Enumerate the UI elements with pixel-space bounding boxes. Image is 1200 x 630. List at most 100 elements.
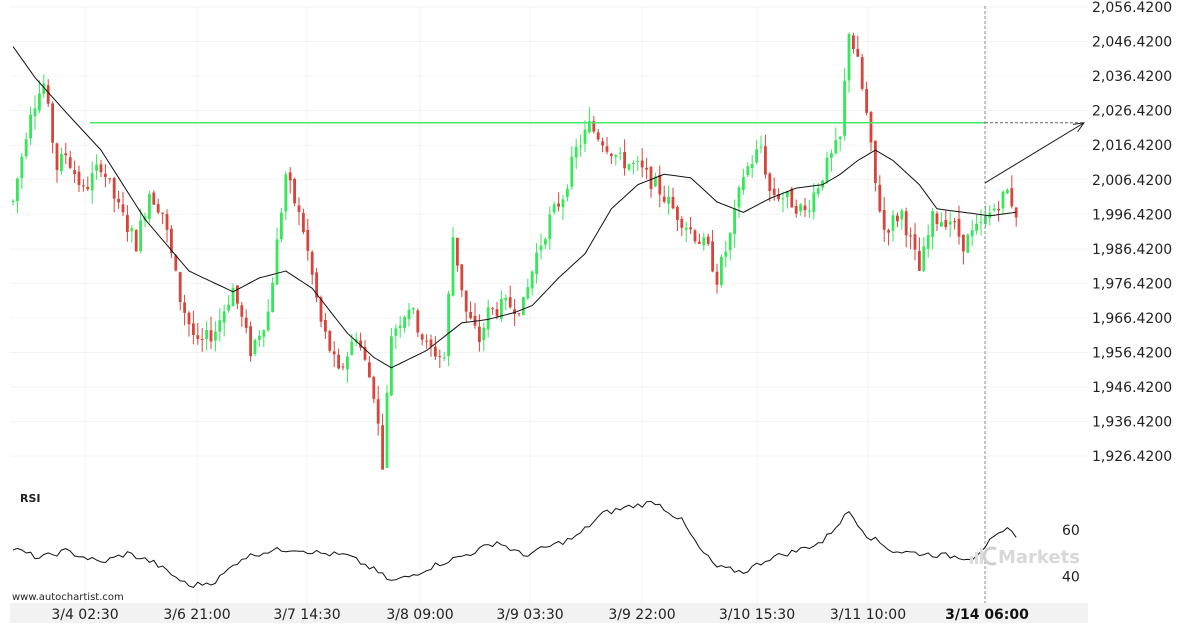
candle-body [561,199,565,208]
candle-body [887,230,890,233]
candle-body [962,234,965,252]
candle-body [451,237,455,296]
candle-body [368,362,371,378]
candle-body [469,312,472,319]
candle-body [319,297,323,322]
candle-body [482,327,486,341]
candle-body [513,309,516,314]
candle-body [266,311,270,331]
candle-body [86,186,90,190]
candle-body [16,178,19,202]
y-tick-label: 1,926.4200 [1092,449,1172,465]
x-tick-label: 3/9 22:00 [608,607,675,623]
candle-body [526,287,530,299]
candle-body [948,221,952,225]
source-watermark: www.autochartist.com [12,592,124,603]
candle-body [570,156,574,187]
x-tick-label: 3/8 09:00 [386,607,453,623]
candle-body [926,235,930,249]
main-plot-area [10,6,1088,490]
candle-body [640,160,644,168]
candle-body [772,188,776,195]
candle-body [781,198,785,200]
candle-body [1006,189,1009,194]
candle-body [24,139,28,157]
candle-body [825,157,829,182]
candle-body [464,290,468,312]
projection-arrowhead-icon [1073,122,1086,133]
candle-body [306,229,310,251]
candle-body [288,172,292,181]
candle-body [372,376,376,399]
candle-body [130,228,134,232]
candle-body [913,234,917,250]
candle-body [821,180,824,188]
candle-body [632,162,635,164]
candle-body [363,347,367,360]
candle-body [51,103,54,143]
candle-body [29,114,32,139]
candle-body [645,167,648,170]
candle-body [733,208,736,235]
candle-body [671,196,675,209]
candle-body [566,188,569,198]
candle-body [33,108,37,117]
candle-body [412,308,415,310]
candle-body [200,338,204,340]
candle-body [869,112,873,143]
candle-body [803,205,807,211]
candle-body [420,334,424,340]
candle-body [73,170,76,175]
candle-body [240,305,244,317]
candle-body [337,354,340,369]
candle-body [808,210,811,212]
candle-body [68,157,72,168]
moving-average-line [12,46,1017,369]
candle-body [148,194,151,219]
candle-body [332,351,336,355]
brand-logo-icon-bar3 [980,548,983,564]
candle-body [77,171,81,186]
candle-body [874,140,877,183]
candle-body [280,212,283,240]
candle-body [187,312,191,325]
x-tick-label: 3/10 15:30 [719,607,795,623]
candle-body [909,235,912,237]
brand-watermark: Markets [970,546,1080,568]
rsi-tick-label: 40 [1062,570,1080,586]
candle-body [649,167,653,189]
rsi-tick-labels: 60 40 [1062,523,1080,586]
candle-body [882,210,886,230]
candle-body [121,204,125,213]
brand-logo-icon [970,556,973,564]
candle-body [623,151,626,169]
candle-body [55,143,59,170]
y-tick-label: 2,006.4200 [1092,173,1172,189]
candle-body [236,285,239,304]
candle-body [218,320,222,332]
candle-body [359,340,362,348]
candle-body [838,136,842,140]
candle-body [865,89,868,113]
candle-body [724,251,728,257]
candle-body [302,213,305,233]
candle-body [227,304,230,311]
candle-body [693,230,697,242]
candle-body [636,160,640,162]
candle-body [522,296,525,316]
candle-body [530,271,534,289]
candle-body [165,214,169,230]
candle-body [944,219,948,228]
candle-body [297,205,301,212]
candle-body [271,282,274,313]
candle-body [95,164,98,171]
candle-body [614,155,618,157]
candle-body [618,152,622,154]
candle-body [768,173,772,191]
candle-body [108,178,112,180]
candle-body [90,173,94,191]
candle-body [42,83,46,94]
candle-body [790,188,794,208]
candle-body [658,174,662,195]
candle-body [777,194,780,200]
